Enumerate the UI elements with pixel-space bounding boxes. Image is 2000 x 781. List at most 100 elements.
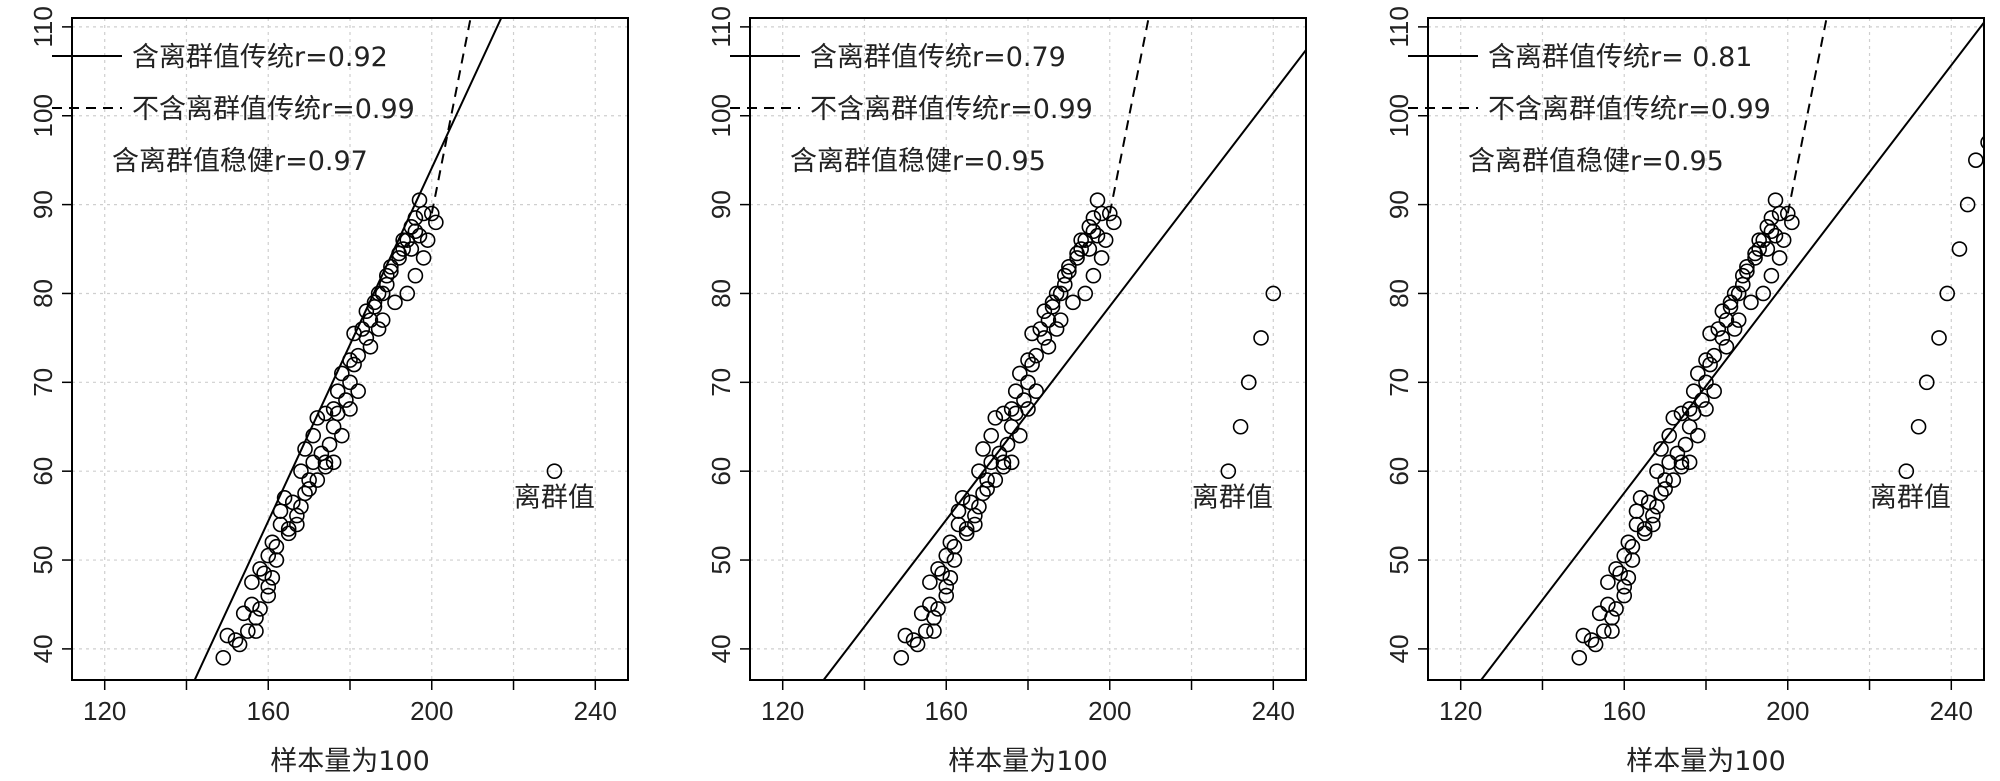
data-point bbox=[391, 250, 407, 266]
x-tick-label: 240 bbox=[574, 696, 617, 726]
data-point bbox=[1653, 441, 1669, 457]
data-point bbox=[1065, 294, 1081, 311]
y-tick-label: 100 bbox=[706, 94, 736, 137]
data-point bbox=[905, 632, 922, 648]
data-point bbox=[1649, 463, 1665, 479]
y-tick-label: 90 bbox=[28, 190, 58, 219]
data-point bbox=[280, 525, 297, 542]
data-point bbox=[374, 312, 391, 328]
y-tick-label: 110 bbox=[706, 6, 736, 47]
data-point bbox=[289, 516, 305, 533]
data-point bbox=[1694, 392, 1710, 408]
data-point bbox=[1089, 192, 1106, 208]
data-point bbox=[1751, 241, 1767, 257]
data-point bbox=[407, 210, 424, 226]
data-point bbox=[317, 458, 334, 475]
data-point bbox=[1106, 214, 1122, 231]
data-point bbox=[1093, 250, 1110, 266]
data-point bbox=[987, 472, 1004, 488]
data-point bbox=[1775, 232, 1792, 248]
data-point bbox=[1636, 525, 1653, 542]
data-point bbox=[317, 454, 334, 471]
data-point bbox=[244, 596, 260, 613]
data-point bbox=[1702, 356, 1718, 373]
data-point bbox=[366, 294, 383, 311]
data-point bbox=[1673, 458, 1690, 475]
data-point bbox=[1003, 454, 1020, 471]
data-point bbox=[922, 574, 938, 591]
data-point bbox=[1036, 303, 1053, 320]
data-point bbox=[309, 472, 326, 488]
data-point bbox=[1681, 418, 1698, 435]
data-point bbox=[248, 623, 264, 639]
y-tick-label: 90 bbox=[1384, 190, 1414, 219]
x-axis-title: 样本量为100 bbox=[948, 746, 1108, 777]
y-tick-label: 40 bbox=[706, 634, 736, 663]
data-point bbox=[1657, 472, 1673, 488]
data-point bbox=[1016, 392, 1032, 408]
data-point bbox=[1681, 401, 1698, 417]
grid-lines bbox=[1428, 18, 1984, 680]
data-point bbox=[399, 285, 416, 302]
data-point bbox=[1685, 383, 1702, 400]
data-point bbox=[346, 356, 362, 373]
data-point bbox=[1085, 223, 1102, 240]
outlier-point bbox=[1959, 196, 1976, 213]
data-point bbox=[231, 636, 248, 653]
data-point bbox=[235, 605, 252, 622]
data-point bbox=[1028, 347, 1044, 364]
legend-label: 含离群值传统r=0.92 bbox=[132, 42, 388, 73]
data-point bbox=[1698, 374, 1714, 391]
data-point bbox=[350, 347, 366, 364]
data-point bbox=[1101, 205, 1118, 222]
outlier-point bbox=[1232, 418, 1249, 435]
data-point bbox=[1771, 250, 1788, 266]
x-tick-label: 240 bbox=[1930, 696, 1973, 726]
x-tick-label: 200 bbox=[410, 696, 453, 726]
data-point bbox=[215, 649, 232, 666]
data-point bbox=[1636, 521, 1653, 537]
data-point bbox=[325, 401, 342, 417]
y-tick-label: 110 bbox=[1384, 6, 1414, 47]
chart-panel-1: 120 160 200 240 40 50 60 70 80 90 100 110 样本量为100 离群值… bbox=[28, 6, 629, 777]
data-point bbox=[987, 410, 1004, 426]
data-point bbox=[1007, 383, 1024, 400]
data-point bbox=[999, 436, 1016, 453]
data-point bbox=[1632, 490, 1649, 506]
data-point bbox=[415, 205, 432, 222]
data-point bbox=[419, 232, 436, 248]
data-point bbox=[358, 303, 375, 320]
data-point bbox=[1093, 205, 1110, 222]
legend-label: 含离群值稳健r=0.95 bbox=[790, 146, 1046, 177]
x-axis-title: 样本量为100 bbox=[1626, 746, 1786, 777]
data-point bbox=[244, 574, 260, 591]
data-point bbox=[909, 636, 926, 653]
data-point bbox=[317, 405, 334, 422]
data-point bbox=[301, 472, 317, 488]
data-point bbox=[260, 578, 277, 595]
data-point bbox=[272, 503, 289, 519]
legend-label: 不含离群值传统r=0.99 bbox=[810, 94, 1093, 125]
data-point bbox=[239, 623, 256, 639]
data-point bbox=[428, 214, 444, 231]
data-point bbox=[342, 374, 358, 391]
data-point bbox=[1702, 325, 1718, 342]
data-point bbox=[293, 463, 309, 479]
data-point bbox=[938, 578, 955, 595]
data-point bbox=[1673, 454, 1690, 471]
data-point bbox=[334, 365, 350, 382]
data-point bbox=[1649, 498, 1665, 515]
data-point bbox=[370, 321, 387, 337]
data-point bbox=[1020, 352, 1036, 368]
data-point bbox=[1081, 241, 1098, 257]
data-point bbox=[1085, 267, 1102, 284]
x-tick-label: 160 bbox=[1603, 696, 1646, 726]
y-tick-label: 80 bbox=[28, 279, 58, 308]
data-point bbox=[276, 490, 293, 506]
outlier-annotation: 离群值 bbox=[1870, 483, 1951, 514]
data-point bbox=[293, 498, 309, 515]
data-point bbox=[1052, 312, 1069, 328]
legend-label: 含离群值传统r=0.79 bbox=[810, 42, 1066, 73]
data-point bbox=[958, 521, 975, 537]
x-tick-label: 120 bbox=[761, 696, 804, 726]
